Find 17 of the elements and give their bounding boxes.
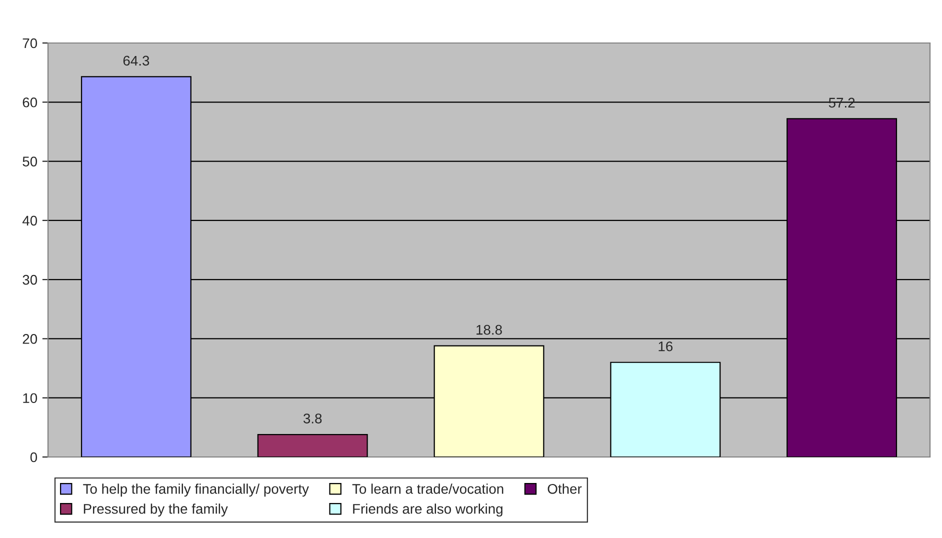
y-tick-label: 70 [22,38,38,48]
legend-label: Friends are also working [353,504,502,517]
y-tick-label: 50 [22,156,38,166]
data-label: 18.8 [476,324,502,335]
y-tick-label: 20 [22,334,38,344]
legend-label: Pressured by the family [84,504,228,517]
data-label: 64.3 [123,56,150,66]
legend-label: Other [548,484,582,494]
data-label: 16 [658,341,673,352]
y-tick-label: 40 [22,216,38,226]
legend-label: To learn a trade/vocation [352,484,504,494]
data-label: 3.8 [303,414,322,424]
y-tick-label: 0 [30,452,38,462]
y-tick-label: 60 [22,97,38,108]
y-tick-label: 30 [22,274,38,285]
y-tick-label: 10 [23,393,38,404]
legend-label: To help the family financially/ poverty [83,484,309,497]
